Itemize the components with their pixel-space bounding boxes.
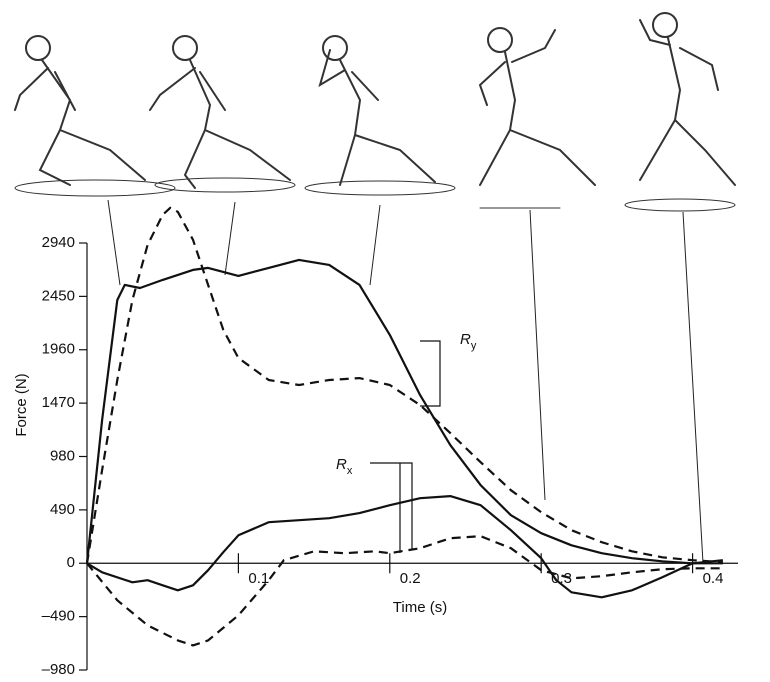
figure [478,27,596,209]
x-tick-label: 0.4 [703,570,724,587]
y-tick-label: 2450 [42,287,75,304]
y-tick-label: 490 [50,501,75,518]
rx-bracket [370,462,413,553]
ry-bracket [420,340,441,407]
annotation-main: R [336,456,347,473]
athlete-illustrations [14,12,736,564]
annotation: Ry [460,331,477,352]
y-tick-label: 0 [67,554,75,571]
series-line [85,206,723,564]
annotation-sub: x [347,465,353,477]
series-line [86,535,723,647]
connector [529,209,546,501]
connector [682,211,704,564]
y-axis-label: Force (N) [13,373,30,436]
x-axis-label: Time (s) [393,599,447,616]
y-tick-label: –980 [42,661,75,677]
figure [304,35,456,196]
connector [107,199,121,286]
connector [224,201,236,276]
y-tick-label: 1470 [42,394,75,411]
y-tick-label: –490 [42,608,75,625]
x-tick-label: 0.2 [400,570,421,587]
figure [14,35,176,197]
figure [149,35,296,193]
annotation: Rx [336,456,353,477]
y-tick-label: 1960 [42,341,75,358]
x-tick-label: 0.3 [551,570,572,587]
y-tick-label: 2940 [42,234,75,251]
series-line [86,495,724,599]
connector [369,204,381,286]
x-tick-label: 0.1 [248,570,269,587]
series-line [85,258,723,565]
annotation-sub: y [471,340,477,352]
annotation-main: R [460,331,471,348]
y-tick-label: 980 [50,447,75,464]
figure [624,12,736,212]
